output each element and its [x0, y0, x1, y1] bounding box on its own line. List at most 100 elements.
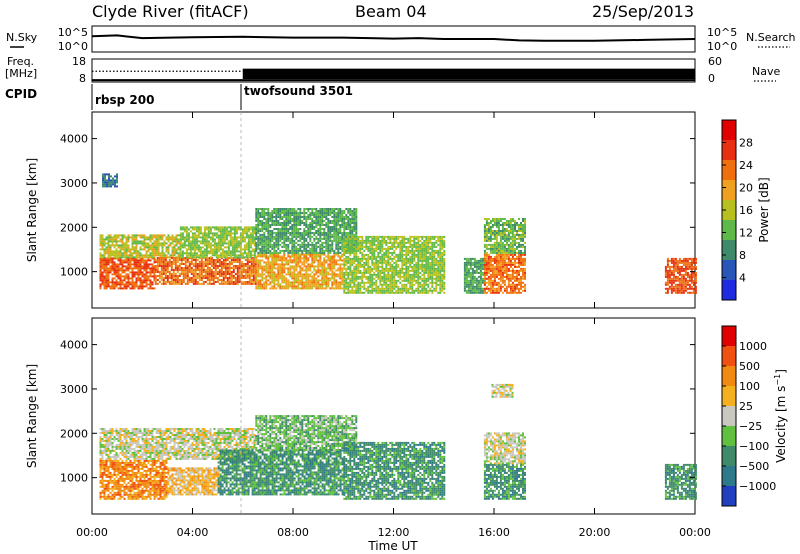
heatmap-cell [107, 275, 110, 278]
heatmap-cell [277, 283, 280, 286]
heatmap-cell [349, 281, 352, 284]
heatmap-cell [331, 210, 334, 212]
heatmap-cell [351, 261, 354, 264]
heatmap-cell [109, 281, 112, 284]
heatmap-cell [393, 249, 396, 252]
heatmap-cell [439, 275, 442, 278]
heatmap-cell [385, 243, 388, 246]
heatmap-cell [379, 241, 382, 244]
heatmap-cell [111, 259, 114, 262]
heatmap-cell [101, 257, 104, 260]
heatmap-cell [204, 275, 207, 277]
heatmap-cell [371, 243, 374, 246]
heatmap-cell [385, 291, 388, 294]
heatmap-cell [399, 257, 402, 260]
heatmap-cell [191, 256, 194, 259]
heatmap-cell [227, 254, 230, 257]
heatmap-cell [357, 291, 360, 294]
heatmap-cell [433, 265, 436, 268]
heatmap-cell [271, 233, 274, 236]
heatmap-cell [167, 240, 170, 243]
heatmap-cell [355, 245, 358, 248]
heatmap-cell [145, 273, 148, 276]
heatmap-cell [269, 233, 272, 236]
heatmap-cell [413, 267, 416, 270]
heatmap-cell [359, 287, 362, 290]
heatmap-cell [465, 261, 468, 264]
heatmap-cell [351, 218, 354, 220]
heatmap-cell [349, 241, 352, 244]
nsearch-label: N.Search [746, 31, 796, 44]
heatmap-cell [399, 289, 402, 292]
heatmap-cell [184, 257, 187, 259]
heatmap-cell [443, 273, 446, 276]
heatmap-cell [200, 279, 203, 281]
heatmap-cell [355, 218, 358, 220]
heatmap-cell [373, 273, 376, 276]
heatmap-cell [205, 226, 208, 229]
heatmap-cell [301, 253, 304, 256]
heatmap-cell [341, 212, 344, 214]
heatmap-cell [188, 263, 191, 265]
heatmap-cell [345, 243, 348, 246]
heatmap-cell [417, 259, 420, 262]
heatmap-cell [305, 281, 308, 284]
heatmap-cell [109, 236, 112, 239]
heatmap-cell [232, 269, 235, 271]
heatmap-cell [115, 257, 118, 260]
heatmap-cell [355, 291, 358, 294]
freq-left-tick-bottom: 8 [79, 72, 86, 85]
heatmap-cell [351, 257, 354, 260]
heatmap-cell [117, 244, 120, 247]
heatmap-cell [182, 273, 185, 275]
heatmap-cell [202, 281, 205, 283]
heatmap-cell [417, 267, 420, 270]
heatmap-cell [273, 241, 276, 244]
heatmap-cell [111, 252, 114, 255]
heatmap-cell [176, 265, 179, 267]
heatmap-cell [219, 248, 222, 251]
heatmap-cell [141, 244, 144, 247]
heatmap-cell [101, 271, 104, 274]
heatmap-cell [407, 275, 410, 278]
heatmap-cell [343, 267, 346, 270]
heatmap-cell [363, 273, 366, 276]
heatmap-cell [271, 218, 274, 220]
heatmap-cell [355, 271, 358, 274]
heatmap-cell [259, 265, 262, 268]
heatmap-cell [259, 275, 262, 278]
heatmap-cell [103, 265, 106, 268]
heatmap-cell [317, 222, 320, 224]
heatmap-cell [153, 273, 156, 276]
heatmap-cell [269, 269, 272, 272]
heatmap-cell [238, 273, 241, 275]
heatmap-cell [373, 265, 376, 268]
heatmap-cell [329, 251, 332, 254]
heatmap-cell [339, 220, 342, 222]
heatmap-cell [301, 279, 304, 282]
heatmap-cell [477, 275, 480, 278]
heatmap-cell [353, 251, 356, 254]
heatmap-cell [269, 287, 272, 290]
heatmap-cell [253, 232, 256, 235]
heatmap-cell [239, 228, 242, 231]
heatmap-cell [339, 273, 342, 276]
heatmap-cell [341, 210, 344, 212]
heatmap-cell [168, 277, 171, 279]
heatmap-cell [131, 238, 134, 241]
heatmap-cell [391, 251, 394, 254]
heatmap-cell [299, 281, 302, 284]
heatmap-cell [335, 285, 338, 288]
heatmap-cell [259, 233, 262, 236]
heatmap-cell [463, 285, 466, 288]
heatmap-cell [331, 273, 334, 276]
heatmap-cell [230, 271, 233, 273]
heatmap-cell [205, 236, 208, 239]
heatmap-cell [371, 275, 374, 278]
heatmap-cell [337, 283, 340, 286]
heatmap-cell [231, 226, 234, 229]
heatmap-cell [341, 237, 344, 240]
heatmap-cell [365, 271, 368, 274]
heatmap-cell [363, 271, 366, 274]
heatmap-cell [259, 281, 262, 284]
